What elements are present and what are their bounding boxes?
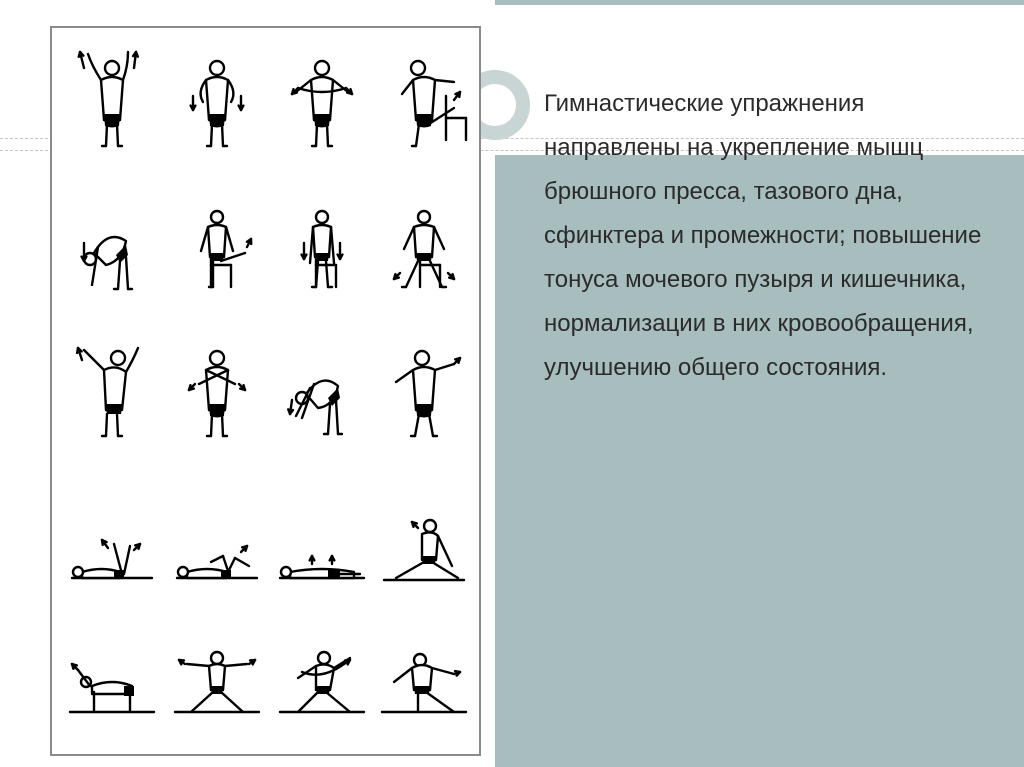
- slide-root: Гимнастические упражнения направлены на …: [0, 0, 1024, 767]
- exercise-diagram-frame: [50, 26, 481, 756]
- body-text-content: Гимнастические упражнения направлены на …: [544, 82, 984, 390]
- body-text: Гимнастические упражнения направлены на …: [544, 82, 984, 390]
- exercise-diagram: [52, 28, 479, 754]
- panel-top-strip: [495, 0, 1024, 5]
